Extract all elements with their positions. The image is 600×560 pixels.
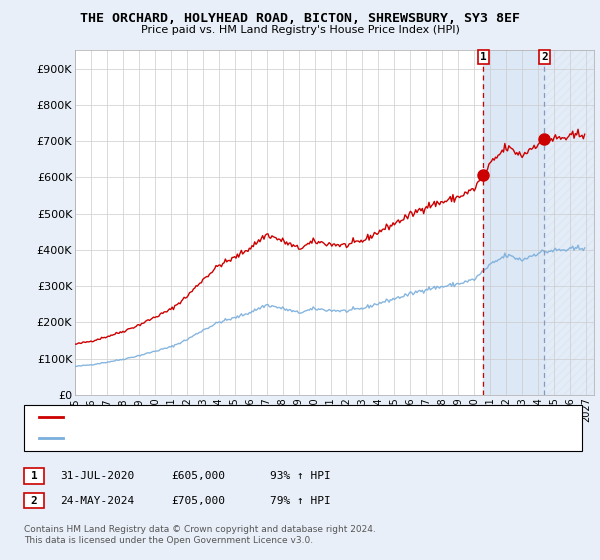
Text: THE ORCHARD, HOLYHEAD ROAD, BICTON, SHREWSBURY, SY3 8EF (detached house): THE ORCHARD, HOLYHEAD ROAD, BICTON, SHRE…	[67, 412, 490, 422]
Text: 1: 1	[31, 471, 38, 481]
Text: 93% ↑ HPI: 93% ↑ HPI	[270, 471, 331, 481]
Text: £605,000: £605,000	[171, 471, 225, 481]
Text: £705,000: £705,000	[171, 496, 225, 506]
Text: 1: 1	[480, 52, 487, 62]
Text: THE ORCHARD, HOLYHEAD ROAD, BICTON, SHREWSBURY, SY3 8EF: THE ORCHARD, HOLYHEAD ROAD, BICTON, SHRE…	[80, 12, 520, 25]
Text: Contains HM Land Registry data © Crown copyright and database right 2024.
This d: Contains HM Land Registry data © Crown c…	[24, 525, 376, 545]
Text: Price paid vs. HM Land Registry's House Price Index (HPI): Price paid vs. HM Land Registry's House …	[140, 25, 460, 35]
Text: 2: 2	[541, 52, 548, 62]
Bar	[484, 50, 544, 395]
Text: 31-JUL-2020: 31-JUL-2020	[60, 471, 134, 481]
Text: 2: 2	[31, 496, 38, 506]
Text: HPI: Average price, detached house, Shropshire: HPI: Average price, detached house, Shro…	[67, 433, 337, 444]
Text: 79% ↑ HPI: 79% ↑ HPI	[270, 496, 331, 506]
Bar	[544, 50, 594, 395]
Text: 24-MAY-2024: 24-MAY-2024	[60, 496, 134, 506]
